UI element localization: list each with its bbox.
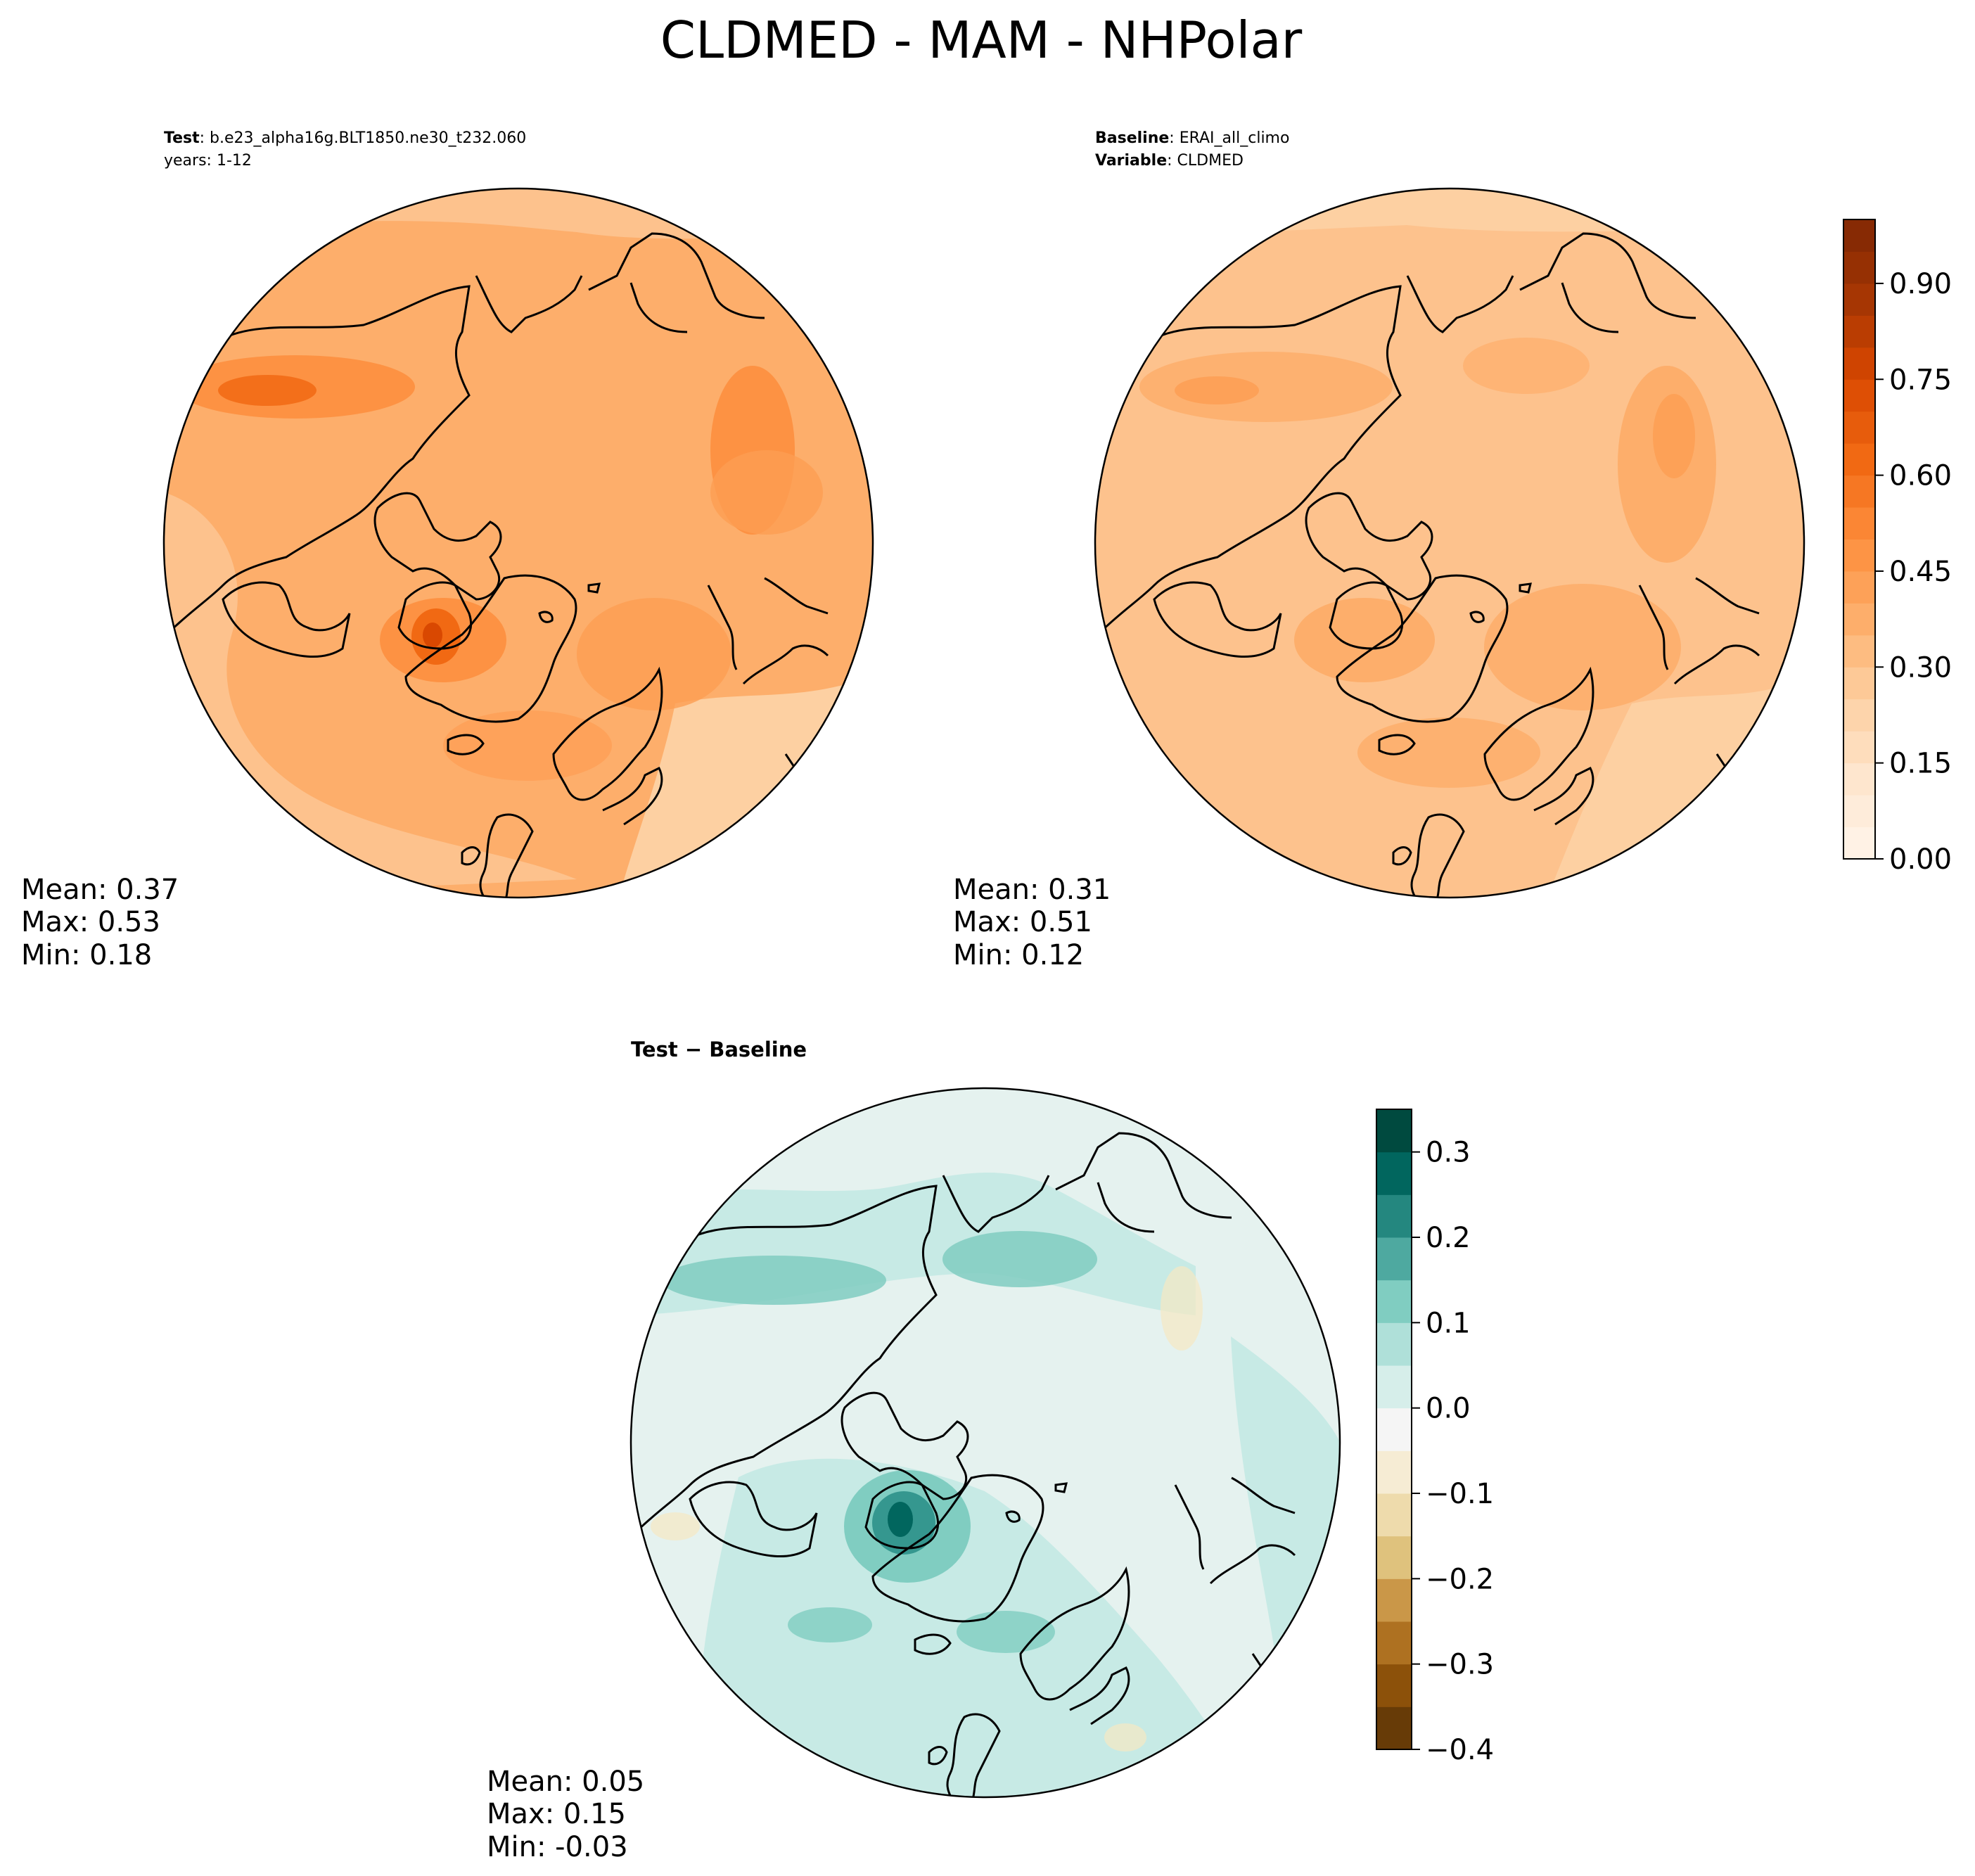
div-colorbar-level-6 <box>1376 1450 1412 1494</box>
difference-field <box>631 1088 1340 1797</box>
seq-colorbar-level-4 <box>1843 698 1875 732</box>
difference-stat-max: Max: 0.15 <box>487 1798 626 1830</box>
baseline-stat-mean: Mean: 0.31 <box>953 874 1111 906</box>
baseline-stat-max: Max: 0.51 <box>953 906 1092 938</box>
div-colorbar-tick-label: 0.2 <box>1426 1222 1471 1254</box>
test-stat-max: Max: 0.53 <box>21 906 160 938</box>
div-colorbar-tick-label: −0.2 <box>1426 1563 1494 1595</box>
seq-colorbar-level-11 <box>1843 475 1875 508</box>
test-header-label: Test <box>164 129 200 147</box>
seq-colorbar-level-3 <box>1843 731 1875 764</box>
seq-colorbar-level-17 <box>1843 283 1875 316</box>
div-colorbar-level-9 <box>1376 1322 1412 1366</box>
variable-header-label: Variable <box>1095 152 1167 170</box>
seq-colorbar-tick-label: 0.15 <box>1889 748 1952 780</box>
difference-stat-min: Min: -0.03 <box>487 1831 628 1863</box>
baseline-header-case: : ERAI_all_climo <box>1169 129 1289 147</box>
div-colorbar-level-4 <box>1376 1536 1412 1579</box>
test-field <box>164 189 873 898</box>
test-stat-min: Min: 0.18 <box>21 939 152 971</box>
panel-difference: Test − Baseline Mean: 0.05 Max: 0.15 Min… <box>487 1038 1494 1863</box>
seq-colorbar-level-7 <box>1843 603 1875 636</box>
seq-colorbar-level-1 <box>1843 795 1875 828</box>
colorbar-sequential: 0.00 0.15 0.30 0.45 0.60 0.75 0.90 <box>1843 219 1952 876</box>
div-colorbar-level-7 <box>1376 1408 1412 1451</box>
seq-colorbar-level-10 <box>1843 507 1875 540</box>
div-colorbar-tick-label: 0.0 <box>1426 1393 1471 1425</box>
seq-colorbar-level-8 <box>1843 570 1875 604</box>
div-colorbar-level-5 <box>1376 1493 1412 1537</box>
variable-header-name: : CLDMED <box>1167 152 1244 170</box>
test-header-years: years: 1-12 <box>164 152 252 170</box>
panel-test: Test: b.e23_alpha16g.BLT1850.ne30_t232.0… <box>21 129 874 971</box>
baseline-header-line2: Variable: CLDMED <box>1095 152 1244 170</box>
div-colorbar-tick-label: −0.3 <box>1426 1649 1494 1681</box>
seq-colorbar-tick-label: 0.60 <box>1889 460 1952 492</box>
seq-colorbar-tick-label: 0.45 <box>1889 556 1952 588</box>
seq-colorbar-tick-label: 0.90 <box>1889 268 1952 300</box>
seq-colorbar-level-19 <box>1843 219 1875 252</box>
seq-colorbar-tick-label: 0.75 <box>1889 364 1952 396</box>
panel-baseline: Baseline: ERAI_all_climo Variable: CLDME… <box>953 129 1952 971</box>
div-colorbar-frame <box>1376 1109 1412 1750</box>
div-colorbar-level-8 <box>1376 1365 1412 1409</box>
baseline-stat-min: Min: 0.12 <box>953 939 1084 971</box>
baseline-header-line1: Baseline: ERAI_all_climo <box>1095 129 1289 147</box>
test-map-boundary <box>162 187 874 899</box>
div-colorbar-tick-label: −0.1 <box>1426 1478 1494 1510</box>
figure-title: CLDMED - MAM - NHPolar <box>660 11 1303 70</box>
div-colorbar-tick-label: 0.3 <box>1426 1137 1471 1169</box>
seq-colorbar-level-15 <box>1843 347 1875 380</box>
seq-colorbar-tick-label: 0.00 <box>1889 843 1952 876</box>
baseline-header-label: Baseline <box>1095 129 1169 147</box>
difference-header: Test − Baseline <box>631 1038 807 1061</box>
div-colorbar-level-10 <box>1376 1280 1412 1323</box>
test-stat-mean: Mean: 0.37 <box>21 874 179 906</box>
div-colorbar-level-3 <box>1376 1578 1412 1622</box>
baseline-map-boundary <box>1094 187 1805 899</box>
div-colorbar-level-14 <box>1376 1109 1412 1153</box>
div-colorbar-level-0 <box>1376 1706 1412 1750</box>
test-header-case: : b.e23_alpha16g.BLT1850.ne30_t232.060 <box>200 129 527 147</box>
seq-colorbar-tick-label: 0.30 <box>1889 651 1952 684</box>
seq-colorbar-level-5 <box>1843 667 1875 700</box>
seq-colorbar-level-0 <box>1843 827 1875 860</box>
seq-colorbar-level-12 <box>1843 443 1875 476</box>
seq-colorbar-frame <box>1843 219 1876 860</box>
seq-colorbar-level-9 <box>1843 539 1875 572</box>
div-colorbar-tick-label: −0.4 <box>1426 1734 1494 1766</box>
seq-colorbar-level-16 <box>1843 315 1875 348</box>
div-colorbar-level-2 <box>1376 1621 1412 1665</box>
baseline-field <box>1095 189 1804 898</box>
seq-colorbar-level-2 <box>1843 762 1875 796</box>
div-colorbar-level-1 <box>1376 1664 1412 1707</box>
seq-colorbar-level-14 <box>1843 379 1875 412</box>
div-colorbar-level-11 <box>1376 1237 1412 1281</box>
seq-colorbar-level-6 <box>1843 634 1875 668</box>
div-colorbar-tick-label: 0.1 <box>1426 1307 1471 1339</box>
test-header-line1: Test: b.e23_alpha16g.BLT1850.ne30_t232.0… <box>164 129 526 147</box>
colorbar-diverging: −0.4 −0.3 −0.2 −0.1 0.0 0.1 0.2 0.3 <box>1376 1109 1494 1766</box>
seq-colorbar-level-18 <box>1843 251 1875 284</box>
div-colorbar-level-12 <box>1376 1194 1412 1238</box>
div-colorbar-level-13 <box>1376 1151 1412 1195</box>
difference-map-boundary <box>629 1087 1341 1799</box>
difference-stat-mean: Mean: 0.05 <box>487 1766 644 1798</box>
seq-colorbar-level-13 <box>1843 411 1875 444</box>
